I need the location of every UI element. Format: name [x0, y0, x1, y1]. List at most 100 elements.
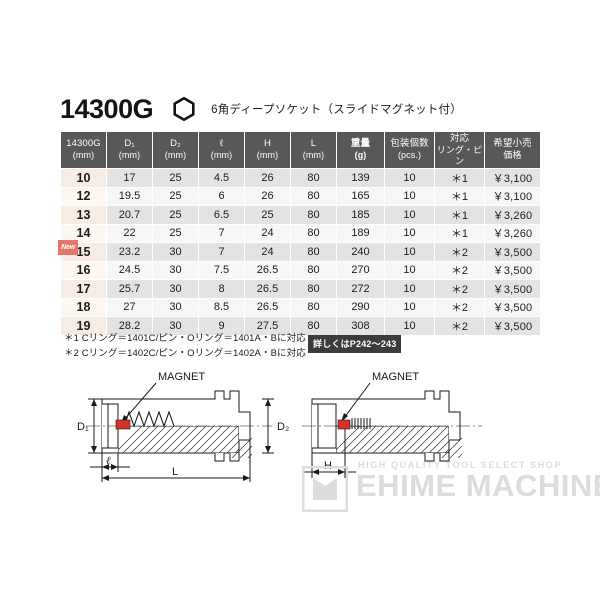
cell-d1: 24.5	[106, 260, 153, 280]
cell-d2: 25	[152, 186, 199, 206]
cell-weight: 189	[336, 223, 385, 243]
spec-table: 14300G (mm) D₁ (mm) D₂ (mm) ℓ (mm) H (	[60, 131, 541, 336]
cell-l-big: 80	[290, 223, 337, 243]
footnote-1: ＊1 Cリング＝1401C/ピン・Oリング＝1401A・Bに対応	[64, 333, 306, 344]
magnet-label-left: MAGNET	[158, 371, 205, 383]
col-header-d2-name: D₂	[170, 138, 181, 150]
cell-weight: 165	[336, 186, 385, 206]
cell-l-small: 7	[198, 242, 245, 262]
dim-label-l-big: L	[172, 466, 178, 478]
col-header-l-small-unit: (mm)	[210, 150, 233, 161]
col-header-l-small: ℓ (mm)	[198, 131, 245, 169]
table-row: 17 25.7 30 8 26.5 80 272 10 ＊2 ￥3,500	[60, 279, 541, 299]
col-header-pack-name: 包装個数	[390, 138, 429, 150]
hexagon-socket-icon	[167, 96, 197, 122]
cell-l-big: 80	[290, 242, 337, 262]
cell-d1: 25.7	[106, 279, 153, 299]
cell-size: 18	[60, 297, 107, 317]
cell-weight: 240	[336, 242, 385, 262]
cell-size: 16	[60, 260, 107, 280]
col-header-weight-unit: (g)	[354, 150, 367, 161]
cell-d1: 22	[106, 223, 153, 243]
cell-pack: 10	[384, 260, 435, 280]
col-header-d1: D₁ (mm)	[106, 131, 153, 169]
socket-diagram-right: MAGNET H	[300, 366, 490, 491]
cell-d1: 20.7	[106, 205, 153, 225]
table-row: 16 24.5 30 7.5 26.5 80 270 10 ＊2 ￥3,500	[60, 260, 541, 280]
cell-pack: 10	[384, 279, 435, 299]
cell-h: 26.5	[244, 297, 291, 317]
cell-size: 13	[60, 205, 107, 225]
cell-size: 17	[60, 279, 107, 299]
cell-price: ￥3,500	[484, 279, 541, 299]
cell-h: 26	[244, 168, 291, 188]
col-header-d1-name: D₁	[124, 138, 135, 150]
cell-l-big: 80	[290, 297, 337, 317]
product-description: 6角ディープソケット（スライドマグネット付）	[211, 104, 462, 116]
col-header-d1-unit: (mm)	[118, 150, 141, 161]
cell-size: 10	[60, 168, 107, 188]
cell-price: ￥3,100	[484, 186, 541, 206]
col-header-price: 希望小売 価格	[484, 131, 541, 169]
cell-h: 24	[244, 242, 291, 262]
cell-pack: 10	[384, 223, 435, 243]
cell-weight: 308	[336, 316, 385, 336]
table-row: 18 27 30 8.5 26.5 80 290 10 ＊2 ￥3,500	[60, 297, 541, 317]
col-header-l-big: L (mm)	[290, 131, 337, 169]
cell-ring: ＊2	[434, 242, 485, 262]
cell-d2: 30	[152, 279, 199, 299]
cell-price: ￥3,260	[484, 223, 541, 243]
dim-label-d2: D₂	[277, 421, 289, 433]
cell-ring: ＊2	[434, 316, 485, 336]
dim-label-l-small: ℓ	[106, 455, 111, 467]
table-row: 15 23.2 30 7 24 80 240 10 ＊2 ￥3,500	[60, 242, 541, 262]
cell-d2: 25	[152, 168, 199, 188]
cell-h: 26	[244, 186, 291, 206]
col-header-ring: 対応 リング・ピン	[434, 131, 485, 169]
cell-price: ￥3,500	[484, 242, 541, 262]
cell-l-big: 80	[290, 279, 337, 299]
col-header-size-name: 14300G	[66, 138, 101, 150]
cell-l-big: 80	[290, 205, 337, 225]
cell-size: 19	[60, 316, 107, 336]
product-title-row: 14300G 6角ディープソケット（スライドマグネット付）	[60, 92, 540, 126]
cell-weight: 185	[336, 205, 385, 225]
cell-d1: 27	[106, 297, 153, 317]
cell-weight: 290	[336, 297, 385, 317]
cell-pack: 10	[384, 168, 435, 188]
cell-price: ￥3,100	[484, 168, 541, 188]
footnote-2: ＊2 Cリング＝1402C/ピン・Oリング＝1402A・Bに対応	[64, 347, 306, 359]
cell-h: 24	[244, 223, 291, 243]
col-header-l-big-unit: (mm)	[302, 150, 325, 161]
col-header-d2-unit: (mm)	[164, 150, 187, 161]
cell-pack: 10	[384, 205, 435, 225]
cell-l-small: 7	[198, 223, 245, 243]
col-header-l-small-name: ℓ	[219, 138, 224, 150]
col-header-pack: 包装個数 (pcs.)	[384, 131, 435, 169]
table-body: 10 17 25 4.5 26 80 139 10 ＊1 ￥3,100 12 19.5 25 6 26 80 1…	[60, 168, 541, 336]
cell-l-small: 9	[198, 316, 245, 336]
page-reference-badge[interactable]: 詳しくはP242〜243	[308, 335, 402, 353]
cell-d1: 23.2	[106, 242, 153, 262]
cell-pack: 10	[384, 297, 435, 317]
cell-l-big: 80	[290, 168, 337, 188]
cell-l-small: 4.5	[198, 168, 245, 188]
cell-ring: ＊1	[434, 223, 485, 243]
col-header-price-name: 希望小売	[493, 138, 532, 150]
cell-l-small: 8.5	[198, 297, 245, 317]
cell-weight: 139	[336, 168, 385, 188]
cell-d2: 30	[152, 316, 199, 336]
cell-price: ￥3,500	[484, 297, 541, 317]
cell-h: 26.5	[244, 279, 291, 299]
cell-l-small: 8	[198, 279, 245, 299]
cell-pack: 10	[384, 186, 435, 206]
table-row: 14 22 25 7 24 80 189 10 ＊1 ￥3,260	[60, 223, 541, 243]
col-header-weight-name: 重量	[350, 138, 371, 150]
table-row: 12 19.5 25 6 26 80 165 10 ＊1 ￥3,100	[60, 186, 541, 206]
cell-d2: 30	[152, 260, 199, 280]
cell-ring: ＊2	[434, 260, 485, 280]
col-header-pack-unit: (pcs.)	[397, 150, 422, 161]
socket-diagram-left: MAGNET D₁ D₂ ℓ L	[72, 366, 302, 491]
cell-pack: 10	[384, 316, 435, 336]
